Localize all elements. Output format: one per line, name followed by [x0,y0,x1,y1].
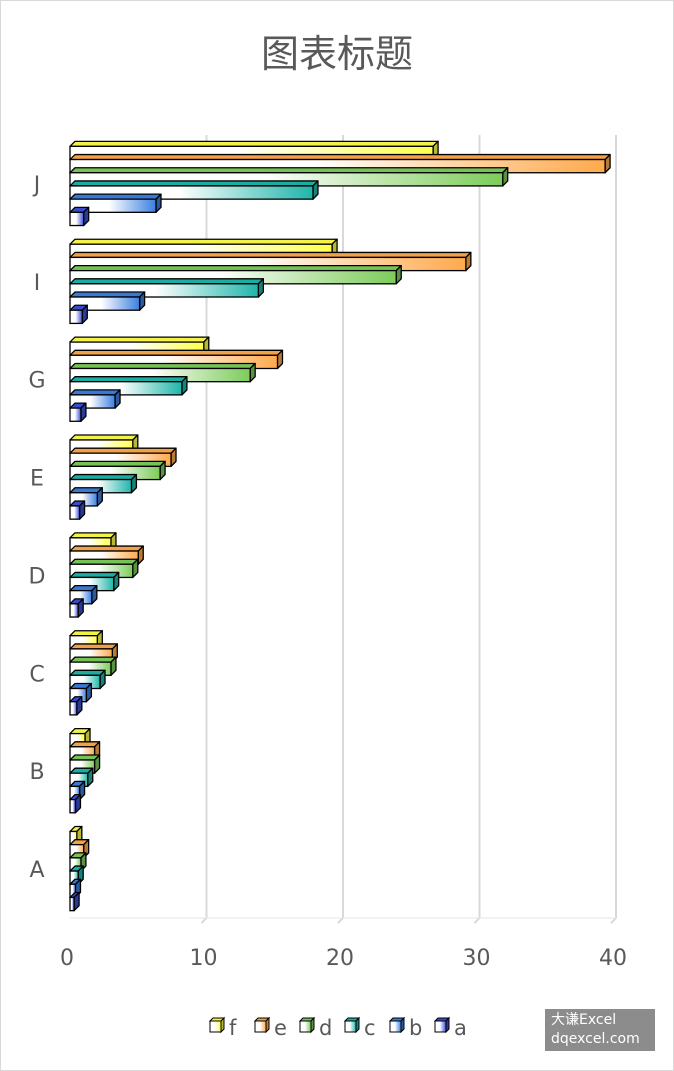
legend-item-b: b [388,1016,422,1040]
y-category-label: G [28,369,45,394]
bar-a-I [69,304,88,325]
legend-label: e [274,1016,287,1040]
legend-swatch [344,1020,357,1033]
bar-b-D [69,584,98,605]
gridline-foot [337,917,344,924]
bar-a-G [69,402,87,422]
watermark: 大谦Excel dqexcel.com [545,1009,655,1051]
x-axis-tick-labels: 0 10 20 30 40 [60,946,627,971]
legend-label: b [409,1016,422,1040]
legend-item-e: e [253,1016,287,1040]
legend-swatch [389,1020,402,1033]
gridline-foot [200,917,208,924]
bars [69,140,611,912]
y-category-label: D [29,564,46,589]
bar-a-C [69,696,83,716]
x-tick-label: 10 [190,946,218,971]
y-category-label: B [29,760,44,785]
gridline-foot [473,917,481,924]
bar-a-A [69,891,80,912]
x-tick-label: 20 [326,946,354,971]
bar-d-A [69,852,87,872]
y-category-label: E [30,467,44,492]
bar-b-J [69,193,162,213]
bar-a-J [69,206,90,227]
watermark-line2: dqexcel.com [551,1031,640,1047]
y-axis-category-labels: A B C D E G I J [28,173,45,883]
y-category-label: I [34,271,41,296]
legend-label: d [319,1016,332,1040]
x-tick-label: 0 [60,946,74,971]
bar-c-I [69,278,265,298]
x-tick-label: 40 [599,946,627,971]
gridline-foot [610,917,617,924]
legend-swatch [254,1020,267,1033]
legend-item-d: d [298,1016,332,1040]
watermark-line1: 大谦Excel [551,1012,617,1028]
y-category-label: C [29,662,44,687]
bar-c-D [69,571,120,592]
chart-title: 图表标题 [261,32,413,76]
legend-swatch [209,1020,222,1033]
legend-label: c [364,1016,376,1040]
legend-item-c: c [343,1016,376,1040]
legend-item-a: a [433,1016,467,1040]
bar-a-E [69,500,86,520]
legend-swatch [434,1020,447,1033]
bar-a-B [69,793,82,814]
bar-a-D [69,598,84,618]
legend-item-f: f [208,1016,237,1040]
y-category-label: A [29,858,44,883]
legend-label: f [229,1016,237,1040]
legend-label: a [454,1016,467,1040]
legend-swatch [299,1020,312,1033]
y-category-label: J [32,173,41,198]
x-tick-label: 30 [463,946,491,971]
